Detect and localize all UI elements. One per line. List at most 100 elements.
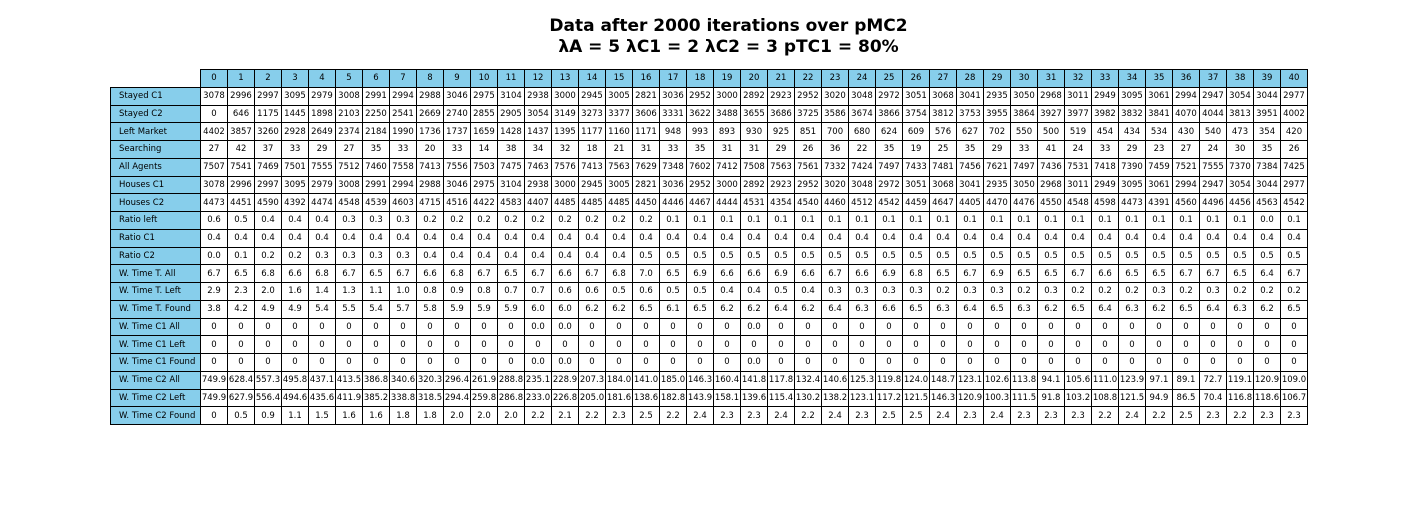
table-cell: 2.5	[1172, 406, 1200, 425]
table-cell: 0	[605, 317, 633, 337]
table-cell: 3051	[902, 86, 930, 106]
table-cell: 1428	[497, 122, 525, 141]
table-cell: 3982	[1091, 104, 1119, 124]
table-cell: 519	[1064, 122, 1092, 141]
table-cell: 2977	[1280, 86, 1308, 106]
table-cell: 0	[200, 317, 228, 337]
table-cell: 0.6	[200, 211, 228, 230]
table-cell: 4402	[200, 122, 228, 141]
table-cell: 4354	[767, 193, 795, 212]
table-cell: 2935	[983, 86, 1011, 106]
table-cell: 3586	[821, 104, 849, 124]
table-cell: 1.8	[416, 406, 444, 425]
table-cell: 3095	[1118, 86, 1146, 106]
table-cell: 4715	[416, 193, 444, 212]
table-cell: 0	[416, 317, 444, 337]
table-cell: 0.4	[686, 228, 714, 248]
column-header: 24	[848, 69, 876, 88]
table-cell: 437.1	[308, 370, 336, 390]
table-cell: 0	[1010, 353, 1038, 372]
table-cell: 115.4	[767, 388, 795, 408]
table-cell: 4460	[821, 193, 849, 212]
table-cell: 0	[686, 353, 714, 372]
table-cell: 0	[1226, 353, 1254, 372]
table-cell: 556.4	[254, 388, 282, 408]
table-cell: 0.2	[416, 211, 444, 230]
table-cell: 0.1	[1172, 211, 1200, 230]
table-cell: 7558	[389, 157, 417, 177]
table-cell: 0.1	[1091, 211, 1119, 230]
table-cell: 6.4	[821, 299, 849, 319]
table-cell: 5.4	[308, 299, 336, 319]
table-cell: 7475	[497, 157, 525, 177]
table-row: Houses C2 4473 4451 4590 4392 4474 4548 4539 460…	[110, 193, 1308, 212]
table-cell: 0	[1037, 335, 1065, 354]
table-cell: 6.5	[1280, 299, 1308, 319]
table-cell: 0.4	[362, 228, 390, 248]
table-cell: 5.9	[497, 299, 525, 319]
table-cell: 116.8	[1226, 388, 1254, 408]
table-cell: 5.4	[362, 299, 390, 319]
table-cell: 0	[659, 353, 687, 372]
row-header: W. Time C2 Left	[110, 388, 201, 408]
table-cell: 0	[1253, 317, 1281, 337]
table-cell: 3051	[902, 175, 930, 195]
table-cell: 30	[1226, 140, 1254, 159]
table-cell: 0	[605, 353, 633, 372]
table-cell: 2991	[362, 175, 390, 195]
column-header: 32	[1064, 69, 1092, 88]
column-header: 23	[821, 69, 849, 88]
table-cell: 550	[1010, 122, 1038, 141]
column-header: 13	[551, 69, 579, 88]
table-cell: 121.5	[902, 388, 930, 408]
table-cell: 2996	[227, 175, 255, 195]
table-cell: 0	[794, 353, 822, 372]
table-row: W. Time T. Left 2.9 2.3 2.0 1.6 1.4 1.3 1.1 1.0 0…	[110, 282, 1308, 301]
column-header: 21	[767, 69, 795, 88]
table-cell: 4473	[200, 193, 228, 212]
table-cell: 7412	[713, 157, 741, 177]
table-cell: 3606	[632, 104, 660, 124]
table-cell: 0.3	[1199, 282, 1227, 301]
table-cell: 6.3	[1118, 299, 1146, 319]
table-cell: 89.1	[1172, 370, 1200, 390]
table-cell: 2.4	[983, 406, 1011, 425]
table-cell: 0.2	[524, 211, 552, 230]
table-cell: 646	[227, 104, 255, 124]
table-cell: 0	[1199, 353, 1227, 372]
column-header: 15	[605, 69, 633, 88]
table-cell: 2975	[470, 86, 498, 106]
table-cell: 2.3	[1280, 406, 1308, 425]
table-cell: 0.3	[1037, 282, 1065, 301]
table-cell: 20	[416, 140, 444, 159]
table-cell: 0.1	[794, 211, 822, 230]
table-cell: 118.6	[1253, 388, 1281, 408]
table-cell: 6.7	[470, 264, 498, 283]
table-cell: 2.5	[875, 406, 903, 425]
table-cell: 4002	[1280, 104, 1308, 124]
table-cell: 6.6	[740, 264, 768, 283]
table-cell: 0	[335, 317, 363, 337]
table-cell: 0	[632, 317, 660, 337]
table-cell: 2855	[470, 104, 498, 124]
table-cell: 0.5	[1118, 246, 1146, 266]
table-cell: 0	[1172, 317, 1200, 337]
table-cell: 259.8	[470, 388, 498, 408]
table-cell: 21	[605, 140, 633, 159]
table-cell: 0	[1145, 353, 1173, 372]
table-cell: 0.1	[1199, 211, 1227, 230]
table-cell: 0.2	[443, 211, 471, 230]
table-cell: 0	[1064, 353, 1092, 372]
table-cell: 0	[497, 317, 525, 337]
row-header: All Agents	[110, 157, 201, 177]
table-cell: 0.5	[713, 246, 741, 266]
table-row: Stayed C1 3078 2996 2997 3095 2979 3008 2991 299…	[110, 86, 1308, 106]
table-cell: 7531	[1064, 157, 1092, 177]
table-cell: 0	[956, 317, 984, 337]
table-row: W. Time C1 Left 0 0 0 0 0 0 0 0 0 0 0 0 0 0 0 0 0 0 0 0 0 0 0 0 0…	[110, 335, 1308, 354]
table-cell: 2.5	[902, 406, 930, 425]
table-cell: 0	[875, 335, 903, 354]
table-cell: 318.5	[416, 388, 444, 408]
table-row: Ratio left 0.6 0.5 0.4 0.4 0.4 0.3 0.3 0.3 0.2 0.2…	[110, 211, 1308, 230]
table-cell: 2821	[632, 175, 660, 195]
